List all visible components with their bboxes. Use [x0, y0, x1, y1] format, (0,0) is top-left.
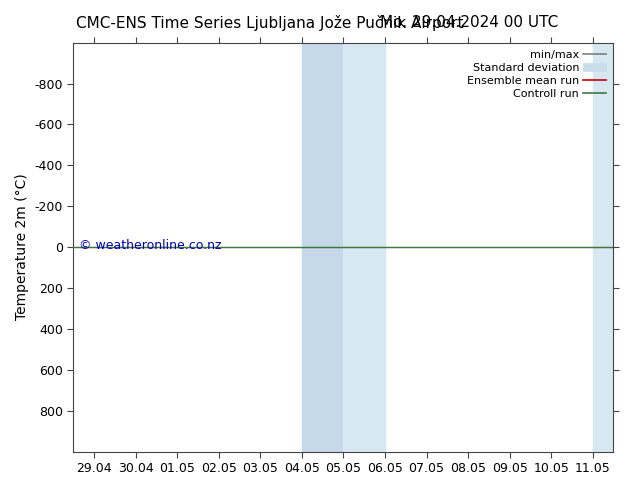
- Text: CMC-ENS Time Series Ljubljana Jože Pučnik Airport: CMC-ENS Time Series Ljubljana Jože Pučni…: [76, 15, 463, 31]
- Y-axis label: Temperature 2m (°C): Temperature 2m (°C): [15, 174, 29, 320]
- Bar: [302, 43, 344, 452]
- Legend: min/max, Standard deviation, Ensemble mean run, Controll run: min/max, Standard deviation, Ensemble me…: [465, 48, 608, 101]
- Text: Mo. 29.04.2024 00 UTC: Mo. 29.04.2024 00 UTC: [380, 15, 558, 30]
- Bar: [344, 43, 385, 452]
- Bar: [593, 43, 614, 452]
- Text: © weatheronline.co.nz: © weatheronline.co.nz: [79, 239, 221, 251]
